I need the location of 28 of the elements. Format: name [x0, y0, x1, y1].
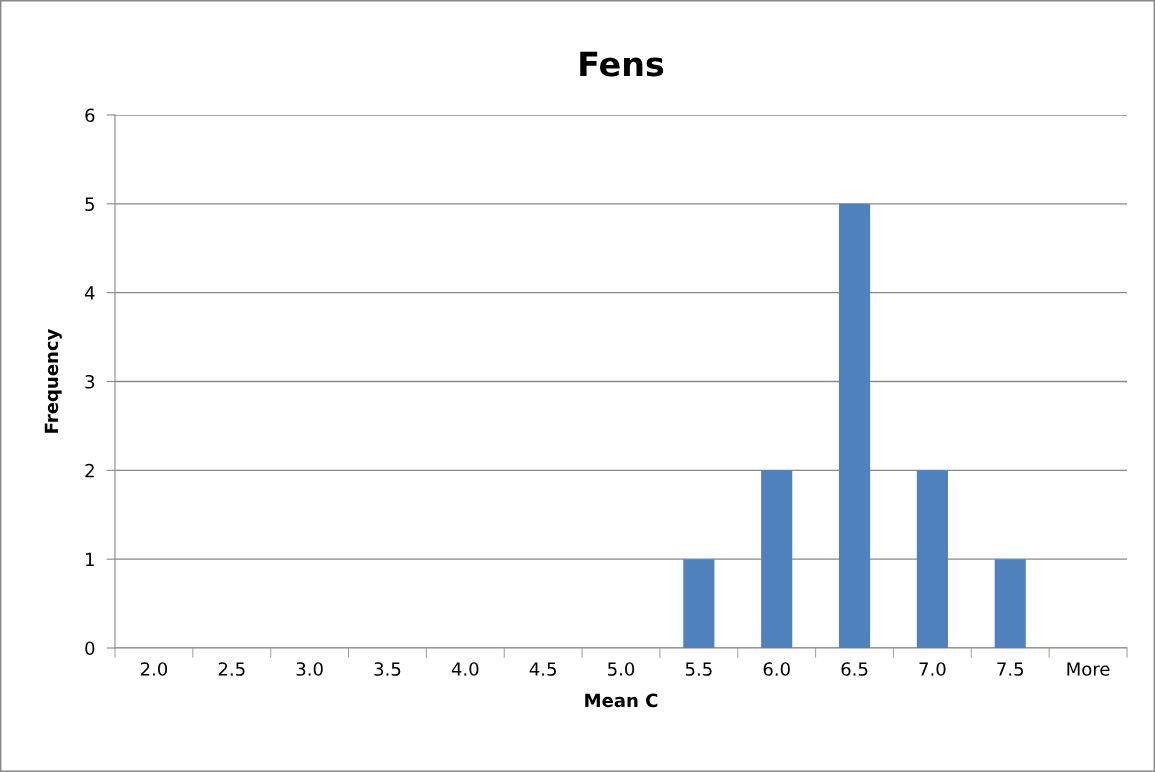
- bar: [683, 559, 715, 648]
- bar: [916, 470, 948, 648]
- y-tick-label: 1: [86, 552, 94, 567]
- x-tick-label: 7.5: [997, 662, 1024, 676]
- x-tick-label: 2.5: [218, 662, 245, 676]
- y-tick-label: 4: [84, 286, 95, 300]
- bar: [761, 470, 793, 648]
- y-tick-label: 5: [85, 197, 94, 211]
- y-axis-title: Frequency: [44, 328, 62, 433]
- y-tick-label: 3: [85, 374, 95, 389]
- x-tick-label: More: [1067, 662, 1110, 676]
- x-tick-label: 2.0: [140, 662, 168, 676]
- x-axis-title: Mean C: [585, 693, 658, 708]
- bar: [838, 203, 871, 648]
- y-tick-label: 2: [85, 463, 94, 478]
- bar: [994, 559, 1026, 648]
- x-tick-label: 6.5: [841, 662, 868, 676]
- x-tick-label: 7.0: [919, 662, 946, 676]
- x-tick-label: 3.0: [296, 662, 323, 676]
- y-tick-label: 6: [85, 108, 95, 123]
- y-tick-label: 0: [85, 641, 95, 656]
- x-tick-label: 3.5: [374, 662, 401, 676]
- x-tick-label: 6.0: [763, 662, 790, 676]
- x-tick-label: 5.5: [685, 662, 712, 676]
- chart-title: Fens: [580, 51, 664, 77]
- x-tick-label: 4.0: [451, 662, 479, 676]
- x-tick-label: 4.5: [529, 662, 556, 676]
- x-tick-label: 5.0: [608, 662, 635, 676]
